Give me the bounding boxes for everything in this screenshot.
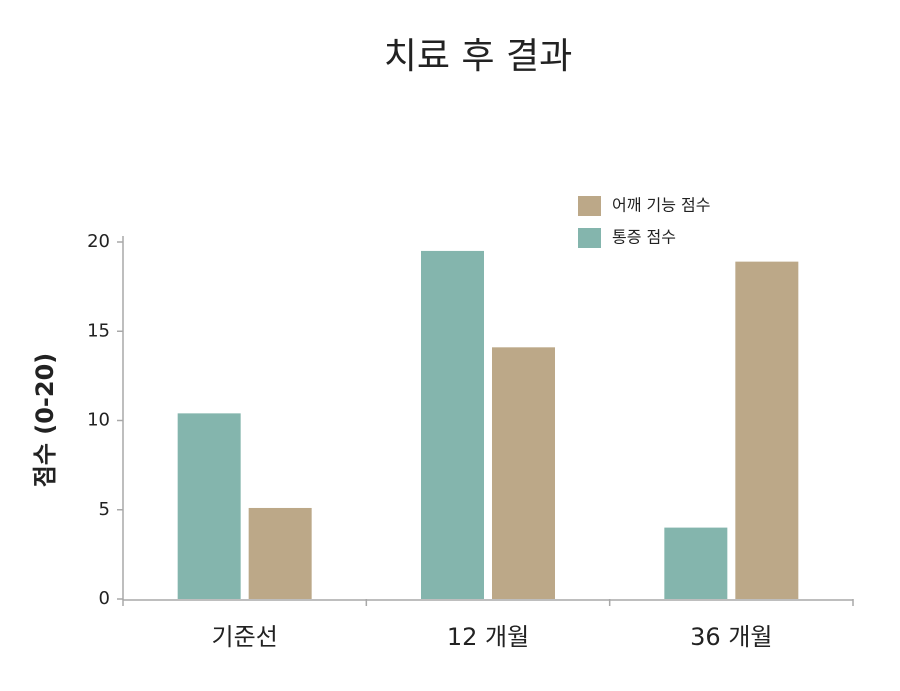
- bar: [664, 527, 728, 599]
- y-tick-label: 20: [87, 231, 110, 252]
- bar: [248, 507, 312, 599]
- bar: [421, 250, 484, 600]
- bar: [177, 413, 241, 599]
- x-tick-label: 12 개월: [447, 623, 529, 651]
- legend-swatch: [578, 228, 601, 248]
- x-tick-label: 36 개월: [690, 623, 772, 651]
- y-tick-label: 0: [99, 588, 110, 609]
- bar: [735, 261, 799, 599]
- chart-title: 치료 후 결과: [384, 36, 573, 77]
- y-tick-label: 15: [87, 320, 110, 341]
- legend-swatch: [578, 196, 601, 216]
- legend-label: 통증 점수: [612, 228, 676, 247]
- y-axis-label: 점수 (0-20): [31, 353, 59, 488]
- y-tick-label: 10: [87, 410, 110, 431]
- x-tick-label: 기준선: [212, 623, 278, 651]
- bar: [492, 347, 555, 599]
- y-tick-label: 5: [99, 499, 110, 520]
- legend-label: 어깨 기능 점수: [612, 196, 711, 215]
